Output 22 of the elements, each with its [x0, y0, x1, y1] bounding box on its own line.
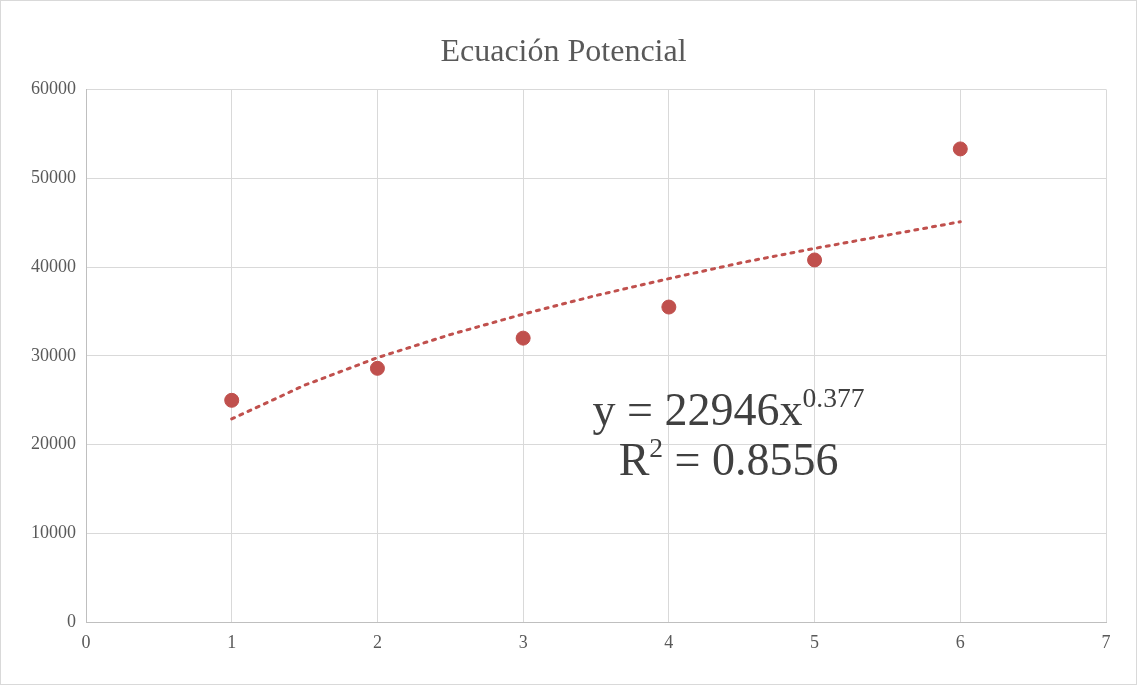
y-tick-label: 20000	[31, 433, 76, 454]
x-tick-label: 3	[518, 631, 528, 652]
y-tick-label: 50000	[31, 166, 76, 187]
y-tick-label: 60000	[31, 78, 76, 99]
y-tick-label: 10000	[31, 522, 76, 543]
x-tick-label: 1	[227, 631, 237, 652]
point	[952, 141, 968, 157]
x-tick-label: 5	[810, 631, 820, 652]
x-tick-label: 4	[664, 631, 674, 652]
y-tick-label: 30000	[31, 344, 76, 365]
x-tick-label: 7	[1101, 631, 1111, 652]
y-tick-label: 40000	[31, 255, 76, 276]
point	[515, 330, 531, 346]
point	[369, 360, 385, 376]
x-tick-label: 2	[372, 631, 382, 652]
point	[224, 392, 240, 408]
x-tick-label: 0	[81, 631, 91, 652]
point	[661, 299, 677, 315]
y-tick-label: 0	[67, 611, 76, 632]
x-tick-label: 6	[955, 631, 965, 652]
point	[807, 252, 823, 268]
chart-title: Ecuación Potencial	[440, 31, 687, 68]
